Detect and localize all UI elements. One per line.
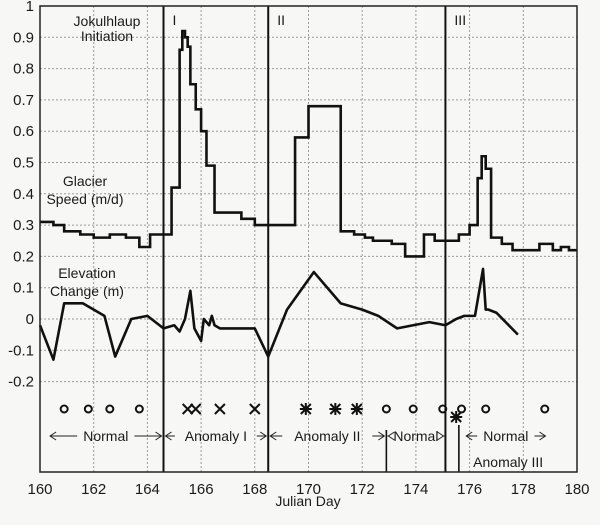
x-tick-label: 172 [350,481,375,498]
event-lines: I II III [162,6,466,472]
y-tick-label: 0 [26,311,34,328]
svg-text:Anomaly II: Anomaly II [294,428,360,444]
x-axis-ticks: 160 162 164 166 168 170 172 174 176 178 180 [27,481,589,498]
glacier-speed-series [40,29,577,258]
y-axis-ticks: 1 0.9 0.8 0.7 0.6 0.5 0.4 0.3 0.2 0.1 0 -0.1 -0.2 [8,0,34,391]
grid [40,6,577,472]
x-tick-label: 174 [403,481,428,498]
x-axis-label: Julian Day [275,493,340,509]
y-tick-label: 0.5 [13,155,34,172]
y-tick-label: -0.2 [8,374,34,391]
y-tick-label: 0.1 [13,280,34,297]
y-tick-label: 0.8 [13,61,34,78]
x-tick-label: 164 [135,481,160,498]
svg-text:Anomaly III: Anomaly III [473,454,543,470]
y-tick-label: 0.4 [13,186,34,203]
x-tick-label: 160 [27,481,52,498]
regime-labels: Normal Anomaly I Anomaly II Normal Anomaly I… [49,428,547,470]
plot-frame [39,5,578,473]
svg-text:Normal: Normal [393,428,438,444]
svg-text:Normal: Normal [483,428,528,444]
x-tick-label: 168 [242,481,267,498]
x-tick-label: 162 [81,481,106,498]
event-label: II [277,12,285,28]
x-tick-label: 178 [511,481,536,498]
elevation-change-series [38,267,519,361]
y-tick-label: 0.7 [13,92,34,109]
classification-markers [59,403,550,423]
svg-text:Anomaly I: Anomaly I [185,428,247,444]
event-label: III [454,12,466,28]
y-tick-label: 1 [26,0,34,15]
y-tick-label: 0.6 [13,123,34,140]
y-tick-label: 0.9 [13,29,34,46]
y-tick-label: -0.1 [8,342,34,359]
x-tick-label: 170 [296,481,321,498]
annotations: Jokulhlaup Initiation Glacier Speed (m/d) El… [46,13,140,299]
x-tick-label: 180 [564,481,589,498]
y-tick-label: 0.2 [13,248,34,265]
y-tick-label: 0.3 [13,217,34,234]
x-tick-label: 176 [457,481,482,498]
svg-text:Normal: Normal [83,428,128,444]
x-tick-label: 166 [189,481,214,498]
event-label: I [173,12,177,28]
